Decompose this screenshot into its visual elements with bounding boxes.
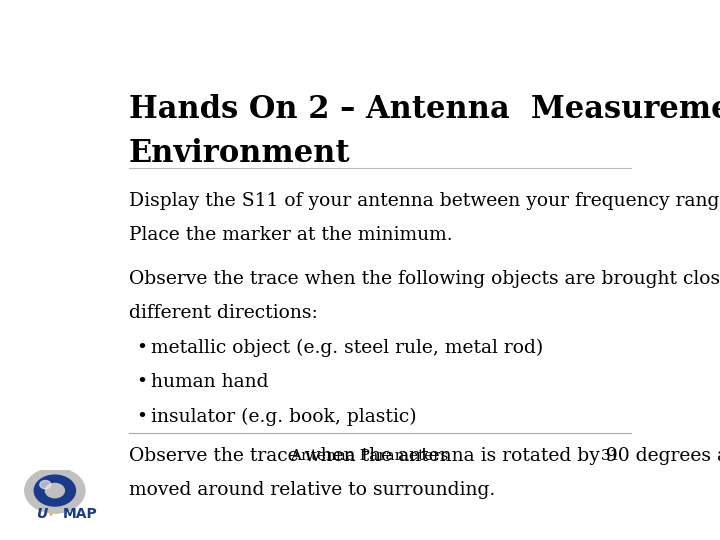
Text: MAP: MAP — [63, 508, 97, 522]
Circle shape — [35, 475, 76, 506]
Text: human hand: human hand — [151, 373, 269, 392]
Text: U: U — [36, 508, 47, 522]
Text: Place the marker at the minimum.: Place the marker at the minimum. — [129, 226, 453, 244]
Text: Environment: Environment — [129, 138, 351, 168]
Text: •: • — [136, 339, 147, 357]
Text: Hands On 2 – Antenna  Measurement: Hands On 2 – Antenna Measurement — [129, 94, 720, 125]
Circle shape — [40, 481, 51, 489]
Text: Observe the trace when the antenna is rotated by 90 degrees and when it is: Observe the trace when the antenna is ro… — [129, 447, 720, 464]
Text: 31: 31 — [600, 449, 620, 463]
Text: Display the S11 of your antenna between your frequency range of interest.: Display the S11 of your antenna between … — [129, 192, 720, 210]
Text: Antenna Parameters: Antenna Parameters — [290, 449, 448, 463]
Text: •: • — [136, 408, 147, 426]
Text: metallic object (e.g. steel rule, metal rod): metallic object (e.g. steel rule, metal … — [151, 339, 544, 357]
Text: moved around relative to surrounding.: moved around relative to surrounding. — [129, 481, 495, 499]
Text: •: • — [48, 510, 53, 521]
Circle shape — [45, 483, 64, 498]
Circle shape — [24, 468, 85, 513]
Text: insulator (e.g. book, plastic): insulator (e.g. book, plastic) — [151, 408, 417, 426]
Text: Observe the trace when the following objects are brought close to it from: Observe the trace when the following obj… — [129, 270, 720, 288]
Text: •: • — [136, 373, 147, 392]
Text: different directions:: different directions: — [129, 305, 318, 322]
